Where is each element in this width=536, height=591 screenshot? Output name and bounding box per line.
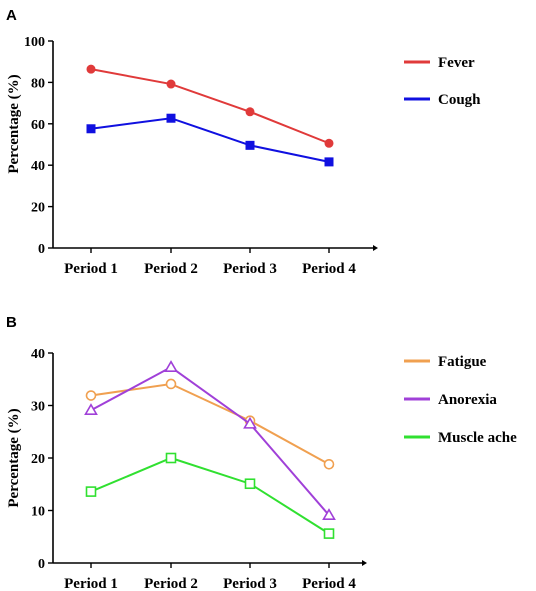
y-tick-label: 10 [31,505,45,520]
legend-entry: Muscle ache [404,430,517,446]
legend-entry: Cough [404,92,481,108]
x-tick-label: Period 3 [223,261,277,277]
series-group-b [84,360,336,539]
y-tick-label: 80 [31,76,45,91]
data-point [85,390,97,401]
series-line [90,456,330,535]
legend-a: Fever Cough [404,55,481,108]
data-point [166,113,176,123]
y-tick-label: 0 [38,557,45,572]
x-tick-label: Period 2 [144,576,198,591]
data-point [323,458,335,470]
y-tick-label: 30 [31,400,45,415]
y-tick-label: 60 [31,118,45,133]
series-line [90,68,330,145]
series-anorexia [84,360,336,521]
data-point [164,360,178,372]
y-tick-label: 20 [31,452,45,467]
legend-label: Fatigue [438,354,487,370]
panel-label-a: A [6,7,17,24]
data-point [86,124,96,134]
y-tick-label: 0 [38,242,45,257]
data-point [84,403,98,416]
legend-entry: Fever [404,55,475,71]
x-tick-label: Period 4 [302,576,356,591]
y-axis-title-b: Percentage (%) [6,408,22,507]
y-tick-label: 40 [31,159,45,174]
x-tick-label: Period 1 [64,576,118,591]
y-tick-label: 20 [31,201,45,216]
x-axis-arrowhead [373,245,378,251]
y-tick-label: 100 [24,35,45,50]
data-point [323,528,335,539]
data-point [85,486,97,497]
x-tick-label: Period 3 [223,576,277,591]
legend-label: Anorexia [438,392,497,408]
data-point [166,79,176,89]
data-point [245,140,255,150]
x-tick-label: Period 2 [144,261,198,277]
chart-panel-b: B Percentage (%) 0 10 20 30 40 Period 1 Period… [6,314,517,591]
data-point [165,452,177,464]
axes-a: 0 20 40 60 80 100 Period 1 Period 2 Period 3 Peri… [24,35,378,277]
data-point [245,107,255,117]
series-muscle-ache [85,452,335,539]
x-tick-label: Period 1 [64,261,118,277]
x-tick-label: Period 4 [302,261,356,277]
data-point [243,416,257,429]
data-point [322,508,336,521]
axes-b: 0 10 20 30 40 Period 1 Period 2 Period 3 Period … [31,347,367,591]
x-axis-arrowhead [362,560,367,566]
chart-panel-a: A Percentage (%) 0 20 40 60 80 100 Period 1 Per… [6,7,481,277]
series-cough [86,113,334,167]
series-line [90,117,330,163]
series-fever [86,64,334,148]
legend-label: Fever [438,55,475,71]
legend-entry: Fatigue [404,354,487,370]
data-point [324,138,334,148]
legend-label: Muscle ache [438,430,517,446]
data-point [324,157,334,167]
panel-label-b: B [6,314,17,331]
data-point [244,478,256,490]
legend-label: Cough [438,92,481,108]
series-line [90,365,330,516]
data-point [86,64,96,74]
legend-entry: Anorexia [404,392,497,408]
y-axis-title-a: Percentage (%) [6,74,22,173]
series-group-a [86,64,334,167]
y-tick-label: 40 [31,347,45,362]
data-point [165,378,177,390]
legend-b: Fatigue Anorexia Muscle ache [404,354,517,446]
